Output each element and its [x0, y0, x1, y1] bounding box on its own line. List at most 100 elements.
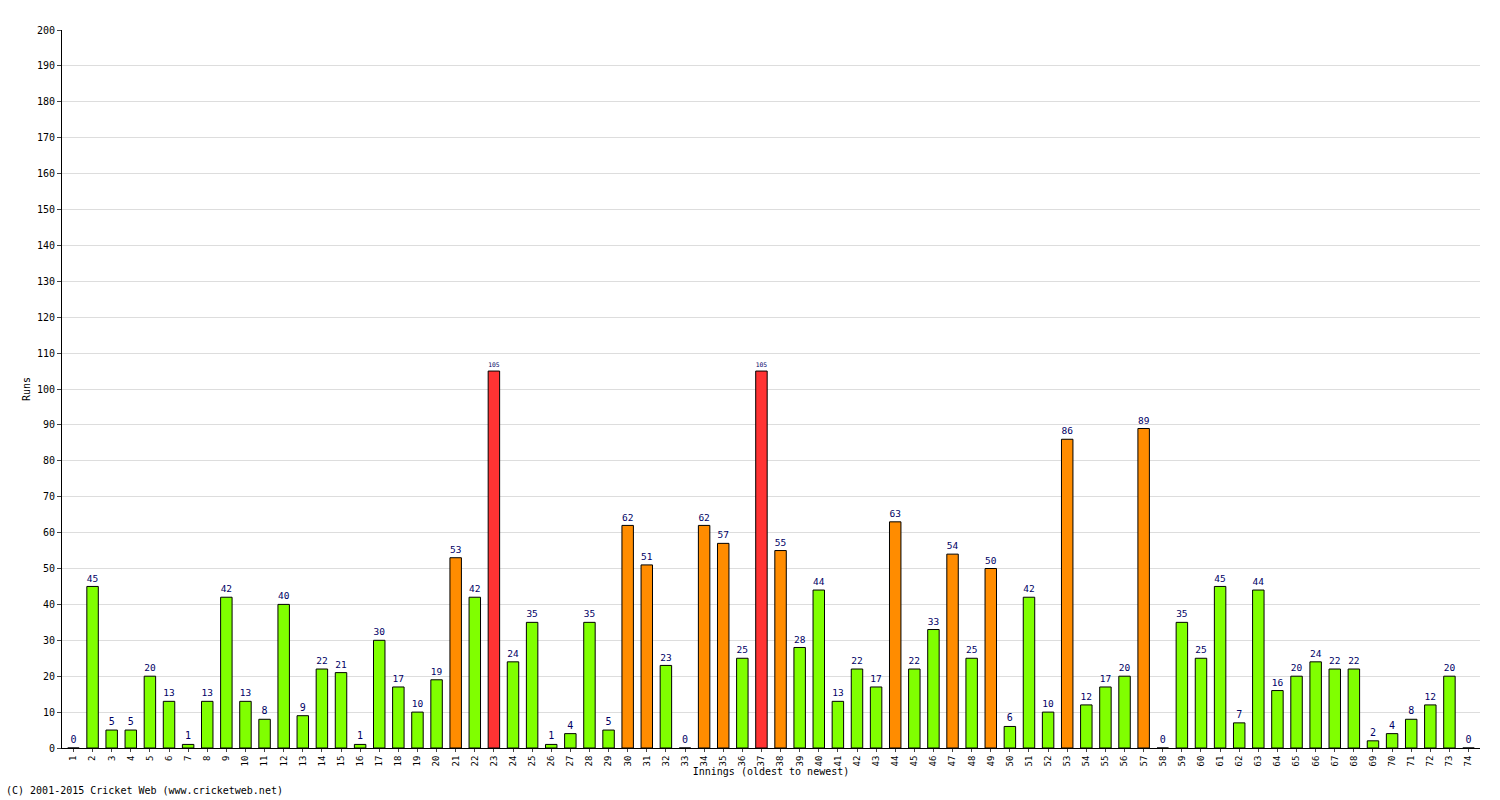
svg-text:53: 53: [1062, 756, 1072, 767]
svg-text:44: 44: [813, 576, 825, 587]
svg-text:27: 27: [565, 756, 575, 767]
svg-text:0: 0: [70, 734, 76, 745]
svg-text:33: 33: [928, 616, 939, 627]
svg-text:20: 20: [43, 671, 55, 682]
svg-text:16: 16: [1272, 677, 1284, 688]
svg-text:2: 2: [88, 756, 98, 761]
svg-text:24: 24: [508, 756, 518, 767]
svg-text:35: 35: [1176, 608, 1187, 619]
svg-text:56: 56: [1119, 756, 1129, 767]
svg-text:54: 54: [947, 540, 959, 551]
svg-text:170: 170: [37, 132, 55, 143]
svg-text:57: 57: [717, 529, 729, 540]
svg-text:59: 59: [1177, 756, 1187, 767]
svg-text:48: 48: [967, 756, 977, 767]
svg-text:150: 150: [37, 204, 55, 215]
svg-text:2: 2: [1370, 727, 1376, 738]
svg-text:Runs: Runs: [21, 377, 32, 401]
svg-text:46: 46: [928, 756, 938, 767]
svg-text:4: 4: [126, 756, 136, 761]
svg-text:62: 62: [622, 512, 633, 523]
svg-text:70: 70: [1387, 756, 1397, 767]
svg-text:1: 1: [185, 730, 191, 741]
svg-text:52: 52: [1043, 756, 1053, 767]
svg-text:35: 35: [718, 756, 728, 767]
svg-text:10: 10: [412, 698, 424, 709]
svg-text:60: 60: [43, 527, 55, 538]
svg-text:30: 30: [374, 626, 386, 637]
svg-text:22: 22: [1329, 655, 1340, 666]
svg-text:42: 42: [1023, 583, 1034, 594]
svg-text:22: 22: [909, 655, 920, 666]
svg-text:105: 105: [756, 361, 768, 368]
svg-text:65: 65: [1291, 756, 1301, 767]
svg-text:160: 160: [37, 168, 55, 179]
svg-text:36: 36: [737, 756, 747, 767]
svg-text:23: 23: [489, 756, 499, 767]
svg-text:180: 180: [37, 96, 55, 107]
svg-text:12: 12: [279, 756, 289, 767]
svg-text:71: 71: [1406, 756, 1416, 767]
svg-text:66: 66: [1311, 756, 1321, 767]
svg-text:51: 51: [641, 551, 653, 562]
svg-text:45: 45: [909, 756, 919, 767]
svg-text:Innings (oldest to newest): Innings (oldest to newest): [693, 766, 850, 777]
svg-text:33: 33: [680, 756, 690, 767]
svg-text:5: 5: [109, 716, 115, 727]
svg-text:28: 28: [584, 756, 594, 767]
svg-text:110: 110: [37, 348, 55, 359]
svg-text:86: 86: [1061, 425, 1073, 436]
svg-text:120: 120: [37, 312, 55, 323]
svg-text:35: 35: [584, 608, 595, 619]
svg-text:21: 21: [335, 659, 347, 670]
svg-text:15: 15: [336, 756, 346, 767]
svg-text:64: 64: [1272, 756, 1282, 767]
svg-text:50: 50: [1005, 756, 1015, 767]
svg-text:10: 10: [1042, 698, 1054, 709]
svg-text:22: 22: [1348, 655, 1359, 666]
svg-text:10: 10: [43, 707, 55, 718]
svg-text:22: 22: [851, 655, 862, 666]
svg-text:35: 35: [526, 608, 537, 619]
svg-text:44: 44: [1253, 576, 1265, 587]
svg-text:16: 16: [355, 756, 365, 767]
svg-text:11: 11: [259, 756, 269, 767]
svg-text:0: 0: [682, 734, 688, 745]
svg-text:25: 25: [737, 644, 748, 655]
svg-text:53: 53: [450, 544, 462, 555]
svg-text:8: 8: [1408, 705, 1414, 716]
svg-text:62: 62: [1234, 756, 1244, 767]
svg-text:69: 69: [1368, 756, 1378, 767]
svg-text:54: 54: [1081, 756, 1091, 767]
svg-text:12: 12: [1081, 691, 1092, 702]
svg-text:9: 9: [221, 756, 231, 761]
svg-text:31: 31: [642, 756, 652, 767]
svg-text:40: 40: [278, 590, 290, 601]
svg-text:61: 61: [1215, 756, 1225, 767]
svg-text:38: 38: [775, 756, 785, 767]
svg-text:13: 13: [202, 687, 213, 698]
svg-text:140: 140: [37, 240, 55, 251]
svg-text:44: 44: [890, 756, 900, 767]
svg-text:1: 1: [548, 730, 554, 741]
svg-text:51: 51: [1024, 756, 1034, 767]
svg-text:47: 47: [947, 756, 957, 767]
svg-text:17: 17: [1100, 673, 1112, 684]
svg-text:25: 25: [1195, 644, 1206, 655]
svg-text:40: 40: [43, 599, 55, 610]
svg-text:42: 42: [852, 756, 862, 767]
svg-text:7: 7: [1236, 709, 1242, 720]
svg-text:72: 72: [1425, 756, 1435, 767]
svg-text:105: 105: [488, 361, 500, 368]
svg-text:32: 32: [661, 756, 671, 767]
svg-text:17: 17: [393, 673, 405, 684]
svg-text:42: 42: [221, 583, 232, 594]
svg-text:190: 190: [37, 60, 55, 71]
svg-text:8: 8: [262, 705, 268, 716]
svg-text:0: 0: [1160, 734, 1166, 745]
svg-text:80: 80: [43, 455, 55, 466]
svg-text:25: 25: [527, 756, 537, 767]
svg-text:34: 34: [699, 756, 709, 767]
svg-text:37: 37: [756, 756, 766, 767]
svg-text:39: 39: [795, 756, 805, 767]
